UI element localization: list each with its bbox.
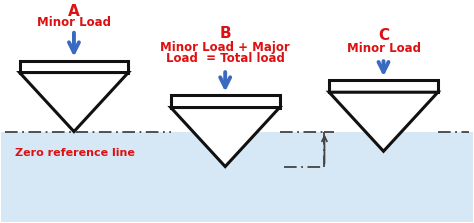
Text: Minor Load + Major: Minor Load + Major	[160, 41, 290, 54]
Text: B: B	[219, 26, 231, 41]
Bar	[0, 132, 474, 222]
Text: Load  = Total load: Load = Total load	[166, 52, 284, 65]
Polygon shape	[19, 72, 128, 132]
Text: Minor Load: Minor Load	[37, 16, 111, 29]
Polygon shape	[19, 60, 128, 72]
Text: Zero reference line: Zero reference line	[15, 149, 135, 158]
Polygon shape	[171, 107, 280, 167]
Polygon shape	[329, 92, 438, 151]
Text: A: A	[68, 4, 80, 19]
Text: C: C	[378, 28, 389, 43]
Polygon shape	[171, 95, 280, 107]
Polygon shape	[329, 80, 438, 92]
Text: Minor Load: Minor Load	[346, 42, 420, 55]
